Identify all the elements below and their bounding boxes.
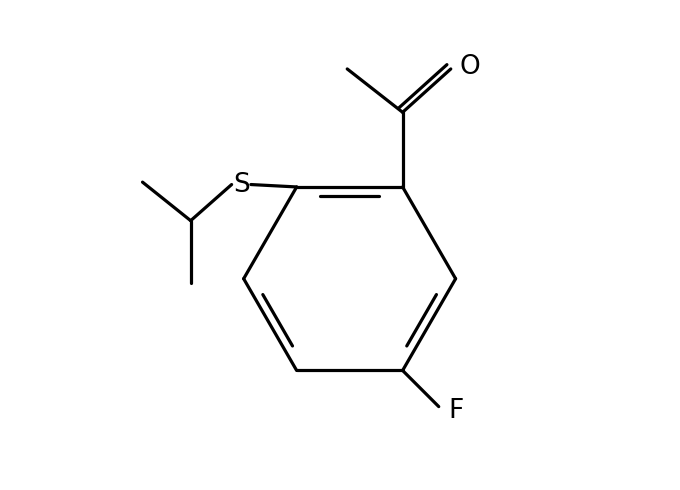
Text: F: F bbox=[448, 398, 464, 424]
Text: S: S bbox=[233, 172, 250, 197]
Text: O: O bbox=[460, 53, 480, 79]
